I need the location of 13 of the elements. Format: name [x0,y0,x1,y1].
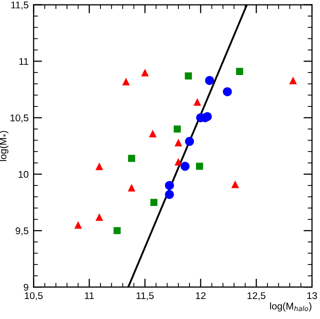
x-tick-label: 10,5 [24,292,43,300]
x-tick-label: 13 [307,292,317,300]
y-tick-label: 10,5 [10,114,28,122]
x-tick-label: 11,5 [136,292,154,300]
x-tick-label: 12,5 [248,292,266,300]
y-tick-label: 11,5 [11,2,28,10]
y-tick-label: 9,5 [16,227,28,236]
x-axis-title: log(M$_{halo}$) [270,302,312,312]
x-tick-label: 12 [196,292,206,300]
x-tick-label: 11 [84,292,94,300]
y-tick-label: 9 [24,284,28,291]
y-tick-label: 11 [19,58,28,65]
y-tick-label: 10 [18,170,28,178]
